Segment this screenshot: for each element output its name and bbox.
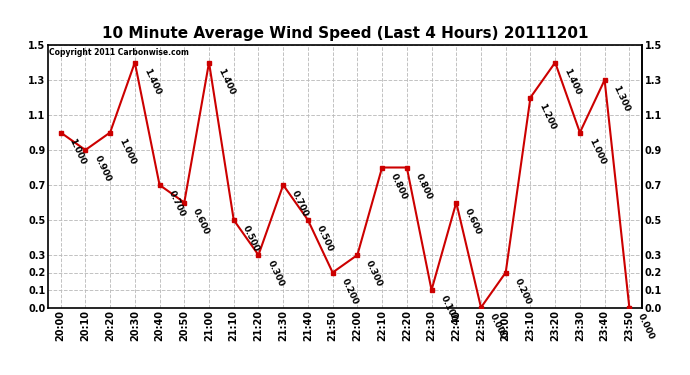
Text: 0.600: 0.600: [463, 207, 483, 236]
Text: 1.000: 1.000: [117, 136, 137, 166]
Text: 0.300: 0.300: [266, 259, 286, 288]
Text: 0.300: 0.300: [364, 259, 384, 288]
Text: 0.700: 0.700: [290, 189, 310, 219]
Text: 0.700: 0.700: [166, 189, 186, 219]
Text: 0.500: 0.500: [241, 224, 261, 254]
Text: 1.300: 1.300: [611, 84, 631, 114]
Text: 0.900: 0.900: [92, 154, 112, 183]
Text: 0.800: 0.800: [389, 172, 409, 201]
Text: 1.000: 1.000: [68, 136, 88, 166]
Text: 0.500: 0.500: [315, 224, 335, 254]
Text: 0.800: 0.800: [414, 172, 434, 201]
Text: 1.000: 1.000: [586, 136, 607, 166]
Text: 1.400: 1.400: [562, 67, 582, 96]
Text: 1.400: 1.400: [141, 67, 162, 96]
Text: 0.200: 0.200: [513, 277, 533, 306]
Text: 0.100: 0.100: [438, 294, 458, 323]
Title: 10 Minute Average Wind Speed (Last 4 Hours) 20111201: 10 Minute Average Wind Speed (Last 4 Hou…: [101, 26, 589, 41]
Text: 0.000: 0.000: [488, 312, 508, 341]
Text: 0.000: 0.000: [636, 312, 656, 341]
Text: 0.200: 0.200: [339, 277, 359, 306]
Text: Copyright 2011 Carbonwise.com: Copyright 2011 Carbonwise.com: [50, 48, 189, 57]
Text: 0.600: 0.600: [191, 207, 211, 236]
Text: 1.400: 1.400: [216, 67, 236, 96]
Text: 1.200: 1.200: [538, 102, 558, 131]
